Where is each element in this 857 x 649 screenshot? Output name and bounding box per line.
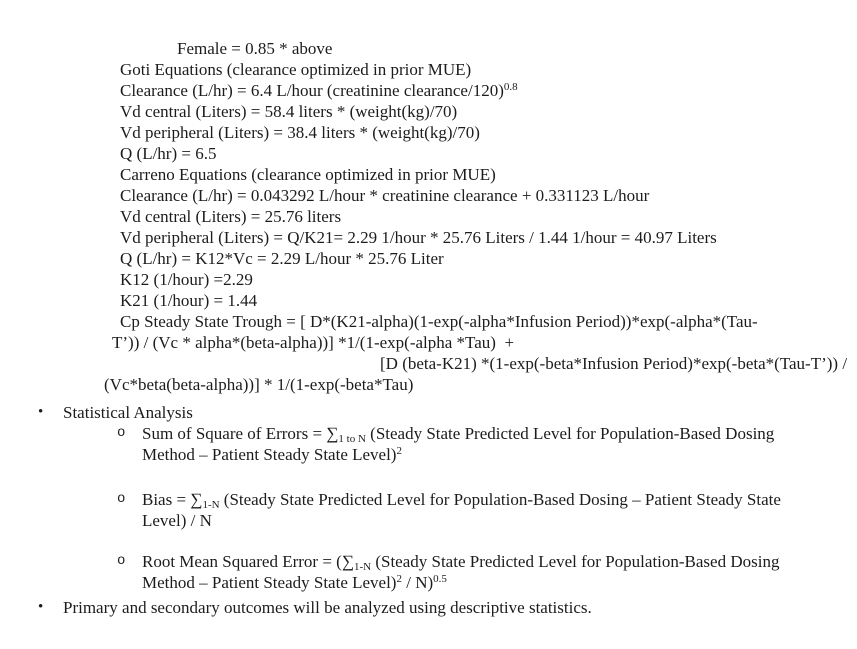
bullet-circle-icon: o [117, 553, 126, 569]
document-line: Clearance (L/hr) = 0.043292 L/hour * cre… [0, 185, 857, 206]
superscript-text: 0.5 [433, 573, 447, 585]
document-line: • Statistical Analysis [0, 402, 857, 423]
document-line: o Root Mean Squared Error = (∑1-N (Steady… [0, 551, 857, 573]
document-line: Vd central (Liters) = 58.4 liters * (wei… [0, 101, 857, 122]
text-segment: (Steady State Predicted Level for Popula… [371, 552, 780, 571]
document-line: K21 (1/hour) = 1.44 [0, 290, 857, 311]
superscript-text: 0.8 [503, 81, 518, 93]
text-segment: / N) [401, 573, 434, 592]
bullet-disc-icon: • [38, 404, 44, 420]
text-segment: Clearance (L/hr) = 0.043292 L/hour * cre… [120, 186, 650, 205]
document-line: Vd peripheral (Liters) = Q/K21= 2.29 1/h… [0, 227, 857, 248]
text-segment: Carreno Equations (clearance optimized i… [120, 165, 496, 184]
text-segment: Female = 0.85 * above [177, 39, 333, 58]
document-line: • Primary and secondary outcomes will be … [0, 597, 857, 618]
document-line: Carreno Equations (clearance optimized i… [0, 164, 857, 185]
text-segment: Goti Equations (clearance optimized in p… [120, 60, 472, 79]
document-line: Method – Patient Steady State Level)2 / … [0, 572, 857, 593]
bullet-disc-icon: • [38, 599, 44, 615]
bullet-circle-icon: o [117, 425, 126, 441]
text-segment: (Vc*beta(beta-alpha))] * 1/(1-exp(-beta*… [104, 375, 414, 394]
document-line: Vd peripheral (Liters) = 38.4 liters * (… [0, 122, 857, 143]
document-line: Method – Patient Steady State Level)2 [0, 444, 857, 465]
document-line: T’)) / (Vc * alpha*(beta-alpha))] *1/(1-… [0, 332, 857, 353]
text-segment: Statistical Analysis [63, 403, 193, 422]
text-segment: Method – Patient Steady State Level) [142, 445, 397, 464]
text-segment: K12 (1/hour) =2.29 [120, 270, 253, 289]
superscript-text: 2 [396, 445, 402, 457]
text-segment: Root Mean Squared Error = (∑ [142, 552, 354, 571]
document-line: Q (L/hr) = K12*Vc = 2.29 L/hour * 25.76 … [0, 248, 857, 269]
document-line: Clearance (L/hr) = 6.4 L/hour (creatinin… [0, 80, 857, 101]
text-segment: [D (beta-K21) *(1-exp(-beta*Infusion Per… [380, 354, 848, 373]
document-line: Cp Steady State Trough = [ D*(K21-alpha)… [0, 311, 857, 332]
text-segment: (Steady State Predicted Level for Popula… [365, 424, 775, 443]
text-segment: Level) / N [142, 511, 212, 530]
superscript-text: 2 [396, 573, 402, 585]
document-line: Female = 0.85 * above [0, 38, 857, 59]
document-line: Vd central (Liters) = 25.76 liters [0, 206, 857, 227]
text-segment: Sum of Square of Errors = ∑ [142, 424, 339, 443]
document-line: Goti Equations (clearance optimized in p… [0, 59, 857, 80]
text-segment: Vd central (Liters) = 25.76 liters [120, 207, 342, 226]
text-segment: Vd central (Liters) = 58.4 liters * (wei… [120, 102, 458, 121]
document-line: [D (beta-K21) *(1-exp(-beta*Infusion Per… [0, 353, 857, 374]
text-segment: Vd peripheral (Liters) = Q/K21= 2.29 1/h… [120, 228, 717, 247]
text-segment: (Steady State Predicted Level for Popula… [219, 490, 781, 509]
text-segment: Q (L/hr) = 6.5 [120, 144, 217, 163]
text-segment: K21 (1/hour) = 1.44 [120, 291, 258, 310]
text-segment: Clearance (L/hr) = 6.4 L/hour (creatinin… [120, 81, 504, 100]
bullet-circle-icon: o [117, 491, 126, 507]
document-line: (Vc*beta(beta-alpha))] * 1/(1-exp(-beta*… [0, 374, 857, 395]
document-line: K12 (1/hour) =2.29 [0, 269, 857, 290]
text-segment: Q (L/hr) = K12*Vc = 2.29 L/hour * 25.76 … [120, 249, 444, 268]
subscript-text: 1-N [353, 561, 372, 573]
subscript-text: 1 to N [338, 433, 366, 445]
text-segment: Primary and secondary outcomes will be a… [63, 598, 592, 617]
text-segment: Vd peripheral (Liters) = 38.4 liters * (… [120, 123, 480, 142]
text-segment: Cp Steady State Trough = [ D*(K21-alpha)… [120, 312, 758, 331]
text-segment: T’)) / (Vc * alpha*(beta-alpha))] *1/(1-… [112, 333, 515, 352]
text-segment: Bias = ∑ [142, 490, 203, 509]
document-line: o Sum of Square of Errors = ∑1 to N (Stea… [0, 423, 857, 445]
document-line: Level) / N [0, 510, 857, 531]
text-segment: Method – Patient Steady State Level) [142, 573, 397, 592]
document-line: Q (L/hr) = 6.5 [0, 143, 857, 164]
subscript-text: 1-N [202, 499, 220, 511]
document-line: o Bias = ∑1-N (Steady State Predicted Lev… [0, 489, 857, 511]
